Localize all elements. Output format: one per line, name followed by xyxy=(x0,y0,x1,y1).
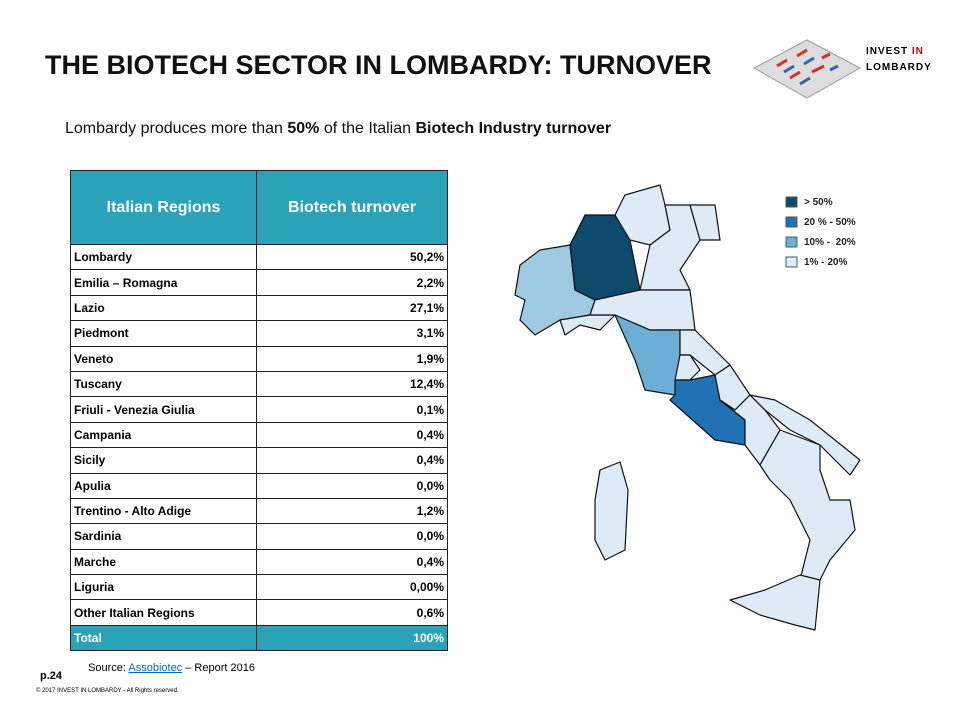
value-cell: 0,4% xyxy=(256,548,448,575)
logo: INVEST IN LOMBARDY xyxy=(866,44,932,76)
logo-text: INVEST xyxy=(866,46,909,57)
subtitle-text: Lombardy produces more than xyxy=(65,120,283,137)
table-row: Liguria 0,00% xyxy=(69,574,448,600)
legend-label: > 50% xyxy=(804,197,833,208)
value-cell: 0,4% xyxy=(256,447,448,474)
value-cell: 27,1% xyxy=(256,294,448,321)
table-row: Lazio 27,1% xyxy=(69,294,448,321)
table-row: Sardinia 0,0% xyxy=(69,523,448,550)
value-cell: 0,00% xyxy=(256,574,448,600)
table-row: Marche 0,4% xyxy=(69,548,448,575)
region-cell: Campania xyxy=(69,421,258,448)
page-number: p.24 xyxy=(40,670,63,682)
value-cell: 2,2% xyxy=(256,269,448,296)
logo-text: LOMBARDY xyxy=(866,62,932,73)
table-row: Veneto 1,9% xyxy=(69,345,448,372)
legend-label: 20 % - 50% xyxy=(804,217,856,228)
table-row: Apulia 0,0% xyxy=(69,472,448,499)
region-cell: Sardinia xyxy=(69,523,258,550)
value-cell: 50,2% xyxy=(256,243,448,270)
copyright: © 2017 INVEST IN LOMBARDY - All Rights r… xyxy=(36,688,179,694)
region-cell: Lombardy xyxy=(69,243,258,270)
value-cell: 1,9% xyxy=(256,345,448,372)
table-row: Piedmont 3,1% xyxy=(69,320,448,347)
region-cell: Trentino - Alto Adige xyxy=(69,497,258,524)
region-cell: Veneto xyxy=(69,345,258,372)
source-link[interactable]: Assobiotec xyxy=(128,662,183,674)
source: Source: Assobiotec – Report 2016 xyxy=(88,662,255,674)
subtitle-text: of the Italian xyxy=(323,120,412,137)
region-cell: Piedmont xyxy=(69,320,258,347)
region-cell: Lazio xyxy=(69,294,258,321)
map xyxy=(514,184,861,631)
subtitle-text: Biotech Industry turnover xyxy=(415,120,612,137)
table-row: Lombardy 50,2% xyxy=(69,243,448,270)
region-cell: Friuli - Venezia Giulia xyxy=(69,396,258,423)
value-cell: 3,1% xyxy=(256,320,448,347)
header-cell: Biotech turnover xyxy=(256,170,448,245)
region-cell: Apulia xyxy=(69,472,258,499)
table-row: Emilia – Romagna 2,2% xyxy=(69,269,448,296)
table-row: Friuli - Venezia Giulia 0,1% xyxy=(69,396,448,423)
value-cell: 0,0% xyxy=(256,523,448,550)
legend-label: 1% - 20% xyxy=(804,257,848,268)
table-row: Campania 0,4% xyxy=(69,421,448,448)
region-cell: Liguria xyxy=(69,574,258,600)
source-text: – Report 2016 xyxy=(185,662,255,674)
value-cell: 1,2% xyxy=(256,497,448,524)
value-cell: 0,1% xyxy=(256,396,448,423)
value-cell: 12,4% xyxy=(256,370,448,397)
table-row: Trentino - Alto Adige 1,2% xyxy=(69,497,448,524)
table-row: Sicily 0,4% xyxy=(69,447,448,474)
region-cell: Marche xyxy=(69,548,258,575)
value-cell: 100% xyxy=(256,624,448,652)
total-row: Total 100% xyxy=(69,624,448,652)
value-cell: 0,6% xyxy=(256,599,448,626)
logo-icon xyxy=(752,39,862,99)
region-cell: Tuscany xyxy=(69,370,258,397)
title: THE BIOTECH SECTOR IN LOMBARDY: TURNOVER xyxy=(45,50,712,80)
value-cell: 0,4% xyxy=(256,421,448,448)
source-text: Source: xyxy=(88,662,126,674)
table: Italian Regions Biotech turnover Lombardy… xyxy=(69,170,448,652)
region-cell: Emilia – Romagna xyxy=(69,269,258,296)
value-cell: 0,0% xyxy=(256,472,448,499)
subtitle-text: 50% xyxy=(287,120,320,137)
table-row: Tuscany 12,4% xyxy=(69,370,448,397)
subtitle: Lombardy produces more than 50% of the I… xyxy=(65,120,611,138)
logo-text: IN xyxy=(911,46,924,57)
region-cell: Total xyxy=(69,624,258,652)
legend-label: 10% - 20% xyxy=(804,237,856,248)
region-cell: Other Italian Regions xyxy=(69,599,258,626)
region-cell: Sicily xyxy=(69,447,258,474)
table-row: Other Italian Regions 0,6% xyxy=(69,599,448,626)
header-cell: Italian Regions xyxy=(69,170,258,245)
